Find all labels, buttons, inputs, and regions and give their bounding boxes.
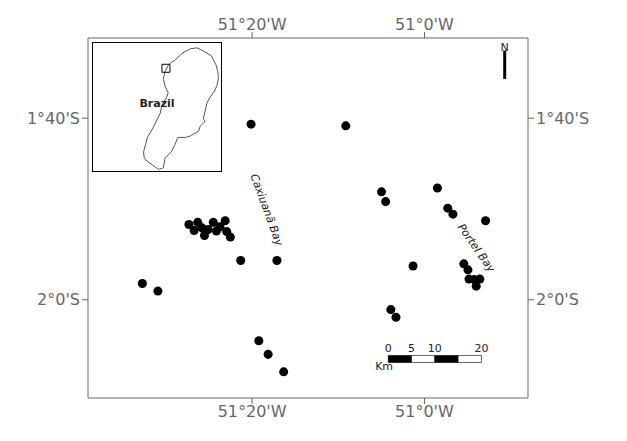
- svg-text:Portel Bay: Portel Bay: [455, 221, 498, 275]
- svg-text:20: 20: [474, 342, 488, 355]
- svg-text:51°0'W: 51°0'W: [395, 402, 454, 421]
- svg-text:51°20'W: 51°20'W: [218, 402, 287, 421]
- svg-text:10: 10: [428, 342, 442, 355]
- svg-text:51°0'W: 51°0'W: [395, 15, 454, 34]
- svg-text:51°20'W: 51°20'W: [218, 15, 287, 34]
- svg-text:1°40'S: 1°40'S: [536, 109, 589, 128]
- svg-text:Brazil: Brazil: [139, 97, 174, 110]
- svg-text:Caxiuanã Bay: Caxiuanã Bay: [248, 172, 286, 248]
- svg-text:5: 5: [408, 342, 415, 355]
- svg-text:2°0'S: 2°0'S: [536, 290, 579, 309]
- svg-text:Km: Km: [375, 360, 393, 373]
- svg-text:N: N: [501, 41, 509, 54]
- svg-text:1°40'S: 1°40'S: [27, 109, 80, 128]
- svg-text:0: 0: [385, 342, 392, 355]
- svg-text:2°0'S: 2°0'S: [37, 290, 80, 309]
